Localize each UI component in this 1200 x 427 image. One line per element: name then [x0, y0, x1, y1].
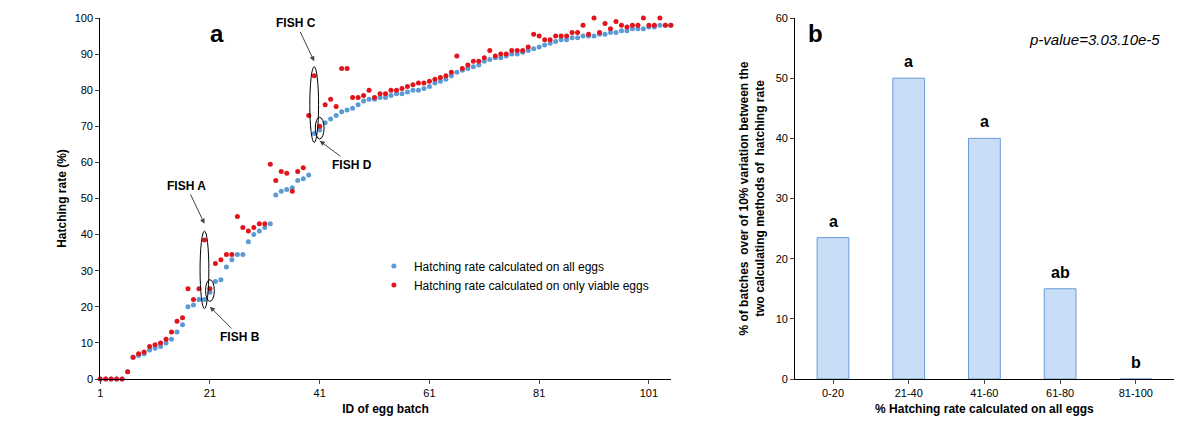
svg-text:Hatching rate calculated on on: Hatching rate calculated on only viable … [414, 279, 649, 293]
svg-text:80: 80 [81, 84, 93, 96]
svg-text:FISH D: FISH D [332, 158, 372, 172]
svg-text:101: 101 [640, 387, 658, 399]
svg-text:61-80: 61-80 [1046, 387, 1074, 399]
svg-text:1: 1 [97, 387, 103, 399]
svg-text:81: 81 [533, 387, 545, 399]
svg-text:100: 100 [75, 12, 93, 24]
svg-text:a: a [980, 113, 989, 130]
svg-text:61: 61 [423, 387, 435, 399]
svg-text:50: 50 [81, 192, 93, 204]
svg-text:b: b [1131, 354, 1141, 371]
svg-text:20: 20 [776, 253, 788, 265]
svg-text:b: b [808, 20, 823, 47]
svg-text:20: 20 [81, 301, 93, 313]
svg-text:10: 10 [81, 337, 93, 349]
svg-text:p-value=3.03.10e-5: p-value=3.03.10e-5 [1029, 31, 1160, 48]
svg-text:ab: ab [1051, 264, 1070, 281]
svg-text:a: a [904, 53, 913, 70]
svg-text:FISH B: FISH B [220, 330, 260, 344]
svg-text:70: 70 [81, 120, 93, 132]
svg-text:FISH A: FISH A [167, 179, 206, 193]
svg-text:0: 0 [782, 373, 788, 385]
svg-text:% of batches over of 10% vari: % of batches over of 10% variation betwe… [737, 61, 767, 335]
svg-text:a: a [829, 213, 838, 230]
svg-text:41: 41 [314, 387, 326, 399]
svg-text:30: 30 [776, 192, 788, 204]
svg-text:90: 90 [81, 48, 93, 60]
svg-text:50: 50 [776, 72, 788, 84]
svg-text:0: 0 [87, 373, 93, 385]
svg-text:0-20: 0-20 [822, 387, 844, 399]
svg-text:FISH C: FISH C [276, 16, 316, 30]
svg-text:Hatching rate calculated on al: Hatching rate calculated on all eggs [414, 260, 604, 274]
svg-text:81-100: 81-100 [1119, 387, 1153, 399]
svg-text:21: 21 [204, 387, 216, 399]
svg-text:40: 40 [81, 228, 93, 240]
svg-text:41-60: 41-60 [970, 387, 998, 399]
svg-text:ID of egg batch: ID of egg batch [342, 402, 429, 416]
svg-text:40: 40 [776, 132, 788, 144]
svg-text:60: 60 [776, 12, 788, 24]
svg-text:30: 30 [81, 265, 93, 277]
svg-text:10: 10 [776, 313, 788, 325]
svg-text:% Hatching rate calculated on: % Hatching rate calculated on all eggs [875, 402, 1094, 416]
svg-text:21-40: 21-40 [895, 387, 923, 399]
svg-text:Hatching rate (%): Hatching rate (%) [55, 149, 69, 248]
svg-text:a: a [210, 20, 224, 47]
svg-text:60: 60 [81, 156, 93, 168]
